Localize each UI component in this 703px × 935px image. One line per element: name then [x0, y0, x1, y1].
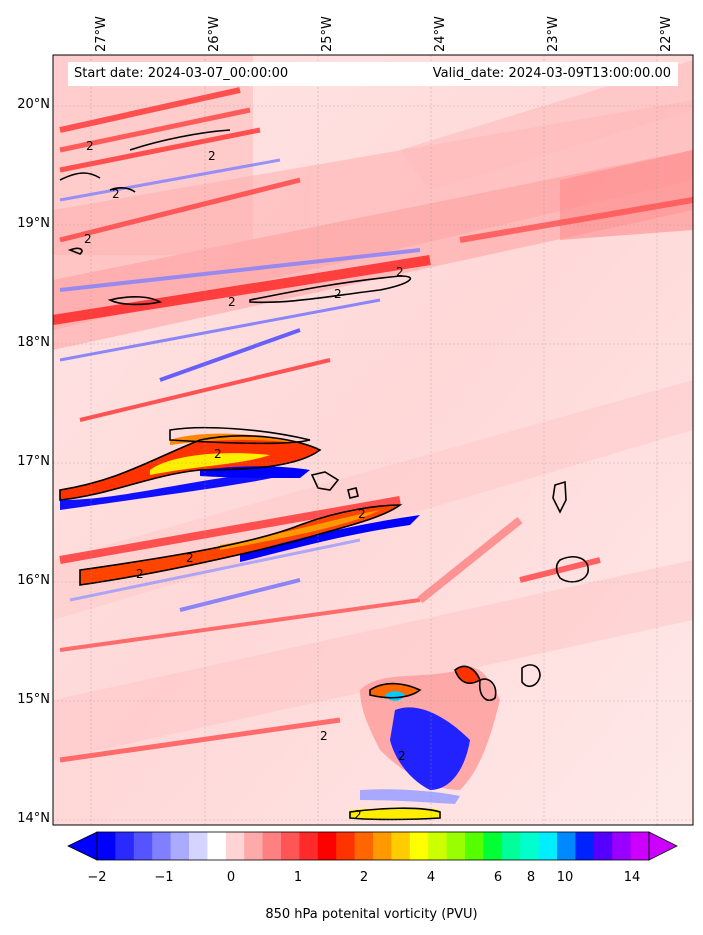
colorbar-swatch	[281, 832, 300, 860]
colorbar-swatch	[575, 832, 595, 860]
svg-text:2: 2	[186, 551, 194, 565]
svg-text:2: 2	[208, 149, 216, 163]
colorbar-tick-8: 10	[556, 870, 574, 885]
colorbar-swatch	[373, 832, 392, 860]
colorbar-swatch	[244, 832, 264, 860]
colorbar	[67, 831, 678, 861]
colorbar-extend-min	[67, 831, 98, 861]
colorbar-tick-2: 0	[226, 870, 236, 885]
colorbar-swatch	[299, 832, 319, 860]
lat-label-18n: 18°N	[17, 335, 50, 350]
svg-text:2: 2	[334, 287, 342, 301]
graticule	[53, 55, 693, 825]
colorbar-tick-3: 1	[293, 870, 303, 885]
svg-text:2: 2	[398, 749, 406, 763]
svg-text:2: 2	[320, 729, 328, 743]
lon-label-27w: 27°W	[94, 16, 109, 52]
colorbar-swatch	[483, 832, 503, 860]
colorbar-swatch	[465, 832, 484, 860]
colorbar-swatch	[97, 832, 116, 860]
lat-label-19n: 19°N	[17, 216, 50, 231]
colorbar-tick-5: 4	[426, 870, 436, 885]
colorbar-tick-0: −2	[87, 870, 107, 885]
lat-label-17n: 17°N	[17, 454, 50, 469]
date-info-box	[68, 62, 678, 86]
lon-label-24w: 24°W	[433, 16, 448, 52]
svg-text:2: 2	[396, 265, 404, 279]
start-date-label: Start date: 2024-03-07_00:00:00	[74, 66, 289, 81]
lon-label-26w: 26°W	[207, 16, 222, 52]
svg-text:2: 2	[136, 567, 144, 581]
lon-label-23w: 23°W	[546, 16, 561, 52]
colorbar-swatch	[189, 832, 208, 860]
svg-text:2: 2	[84, 232, 92, 246]
colorbar-swatch	[446, 832, 466, 860]
colorbar-swatch	[501, 832, 521, 860]
pv-field	[53, 55, 693, 825]
colorbar-swatch	[354, 832, 374, 860]
lat-label-14n: 14°N	[17, 811, 50, 826]
colorbar-tick-7: 8	[526, 870, 536, 885]
colorbar-tick-1: −1	[154, 870, 174, 885]
colorbar-swatch	[152, 832, 172, 860]
svg-text:2: 2	[358, 507, 366, 521]
colorbar-swatch	[170, 832, 190, 860]
svg-text:2: 2	[86, 139, 94, 153]
svg-text:2: 2	[228, 295, 236, 309]
svg-text:2: 2	[354, 808, 362, 822]
colorbar-swatch	[428, 832, 448, 860]
lon-label-22w: 22°W	[659, 16, 674, 52]
colorbar-swatch	[317, 832, 337, 860]
lon-label-25w: 25°W	[320, 16, 335, 52]
colorbar-swatch	[262, 832, 282, 860]
lat-label-15n: 15°N	[17, 692, 50, 707]
colorbar-swatch	[520, 832, 540, 860]
lat-label-16n: 16°N	[17, 573, 50, 588]
pv-contours	[59, 129, 589, 821]
colorbar-swatch	[207, 832, 227, 860]
colorbar-tick-9: 14	[623, 870, 641, 885]
colorbar-swatch	[133, 832, 153, 860]
colorbar-swatch	[409, 832, 429, 860]
colorbar-swatch	[612, 832, 632, 860]
colorbar-frame	[96, 831, 650, 861]
map-frame	[52, 54, 694, 826]
contour-labels: 2 2 2 2 2 2 2 2 2 2 2 2 2 2	[84, 139, 406, 822]
colorbar-swatch	[336, 832, 356, 860]
lat-label-20n: 20°N	[17, 97, 50, 112]
colorbar-swatch	[538, 832, 558, 860]
colorbar-extend-max	[648, 831, 678, 861]
svg-text:2: 2	[214, 447, 222, 461]
colorbar-swatch	[391, 832, 411, 860]
colorbar-swatch	[225, 832, 245, 860]
colorbar-label: 850 hPa potenital vorticity (PVU)	[265, 907, 478, 922]
colorbar-swatch	[630, 832, 650, 860]
colorbar-swatch	[557, 832, 576, 860]
colorbar-tick-6: 6	[493, 870, 503, 885]
colorbar-tick-4: 2	[359, 870, 369, 885]
svg-text:2: 2	[112, 187, 120, 201]
colorbar-swatch	[115, 832, 135, 860]
colorbar-swatch	[593, 832, 613, 860]
valid-date-label: Valid_date: 2024-03-09T13:00:00.00	[432, 66, 671, 81]
